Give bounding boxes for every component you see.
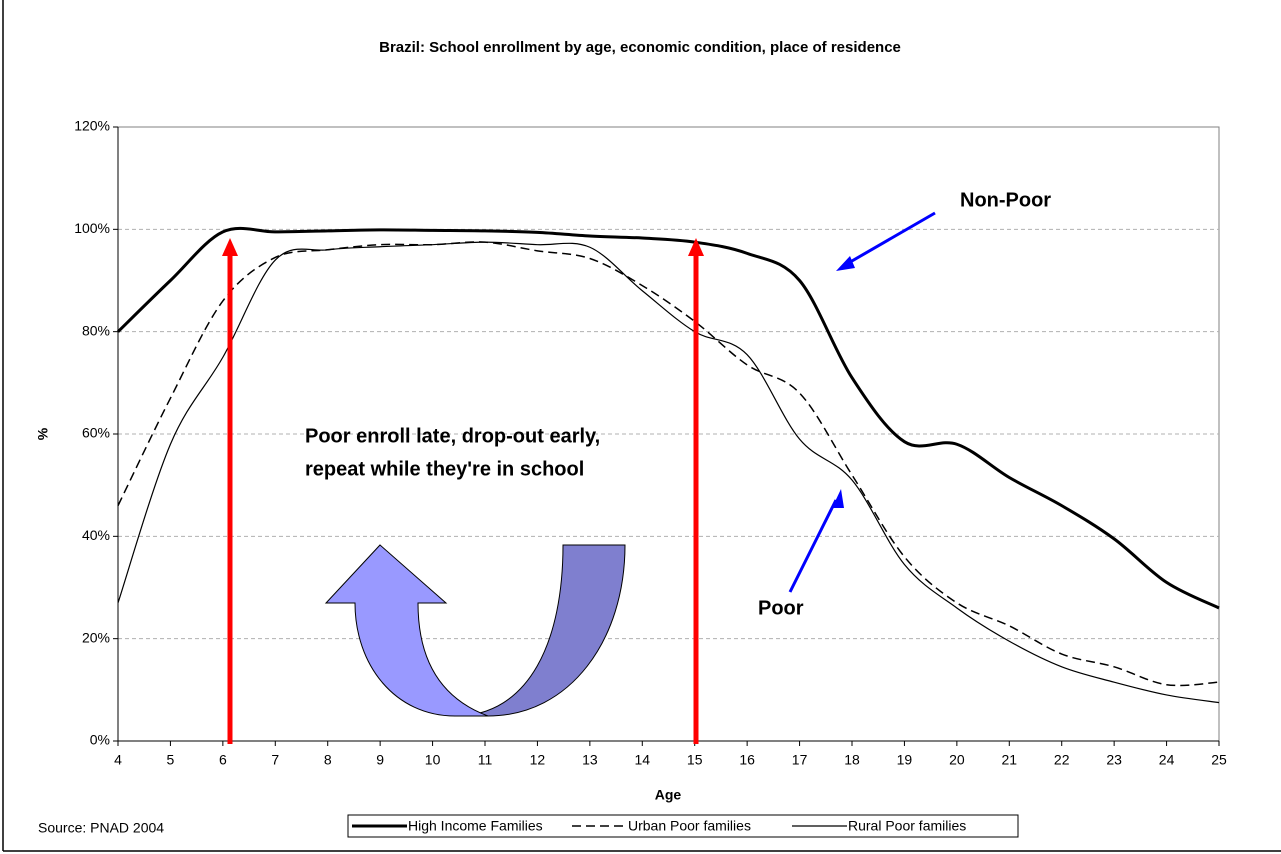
annotation: Poor — [758, 597, 804, 619]
y-axis-label: % — [35, 427, 51, 440]
x-tick-label: 9 — [376, 752, 384, 768]
x-tick-label: 16 — [739, 752, 755, 768]
annotation: Non-Poor — [960, 189, 1051, 211]
source: Source: PNAD 2004 — [38, 820, 164, 836]
series-line — [116, 226, 1220, 610]
chart-title: Brazil: School enrollment by age, econom… — [379, 39, 901, 56]
legend-label: High Income Families — [408, 818, 543, 834]
x-tick-label: 17 — [792, 752, 808, 768]
u-turn-left — [324, 544, 489, 717]
y-tick-label: 60% — [82, 425, 110, 441]
y-tick-label: 120% — [74, 118, 110, 134]
series-line — [117, 241, 1220, 704]
x-tick-label: 20 — [949, 752, 965, 768]
annotation: Poor enroll late, drop-out early, — [305, 425, 600, 447]
red-arrow-head — [222, 238, 238, 256]
y-tick-label: 0% — [90, 732, 110, 748]
blue-arrow — [844, 211, 936, 267]
legend-label: Rural Poor families — [848, 818, 966, 834]
y-tick-label: 20% — [82, 629, 110, 645]
y-tick-label: 100% — [74, 220, 110, 236]
blue-arrow — [788, 499, 838, 593]
blue-arrow-head — [832, 489, 844, 508]
x-axis-label: Age — [655, 787, 682, 803]
series-line — [117, 241, 1220, 687]
x-tick-label: 18 — [844, 752, 860, 768]
x-tick-label: 10 — [425, 752, 441, 768]
plot-area — [117, 126, 1220, 742]
x-tick-label: 5 — [167, 752, 175, 768]
x-tick-label: 12 — [530, 752, 546, 768]
x-tick-label: 21 — [1001, 752, 1017, 768]
red-arrow-head — [688, 238, 704, 256]
x-tick-label: 4 — [114, 752, 122, 768]
x-tick-label: 8 — [324, 752, 332, 768]
x-tick-label: 11 — [478, 752, 493, 768]
u-turn-right — [454, 544, 626, 717]
plot: 0% 20% 40% 60% 80% 100% 120% 4 5 6 7 8 9 10 11 12 13 14 15… — [74, 118, 1227, 768]
annotation: repeat while they're in school — [305, 458, 584, 480]
x-tick-label: 6 — [219, 752, 227, 768]
x-tick-label: 19 — [897, 752, 913, 768]
x-tick-label: 7 — [271, 752, 279, 768]
x-tick-label: 13 — [582, 752, 598, 768]
x-tick-label: 23 — [1106, 752, 1122, 768]
x-tick-label: 15 — [687, 752, 703, 768]
y-tick-label: 80% — [82, 322, 110, 338]
legend-label: Urban Poor families — [628, 818, 751, 834]
annotations: Non-Poor Poor Poor enroll late, drop-out… — [222, 189, 1051, 744]
x-tick-label: 22 — [1054, 752, 1070, 768]
x-tick-label: 25 — [1211, 752, 1227, 768]
legend-box — [347, 814, 1019, 838]
x-tick-label: 24 — [1159, 752, 1175, 768]
blue-arrow-head — [836, 256, 855, 271]
x-tick-label: 14 — [634, 752, 650, 768]
y-tick-label: 40% — [82, 527, 110, 543]
